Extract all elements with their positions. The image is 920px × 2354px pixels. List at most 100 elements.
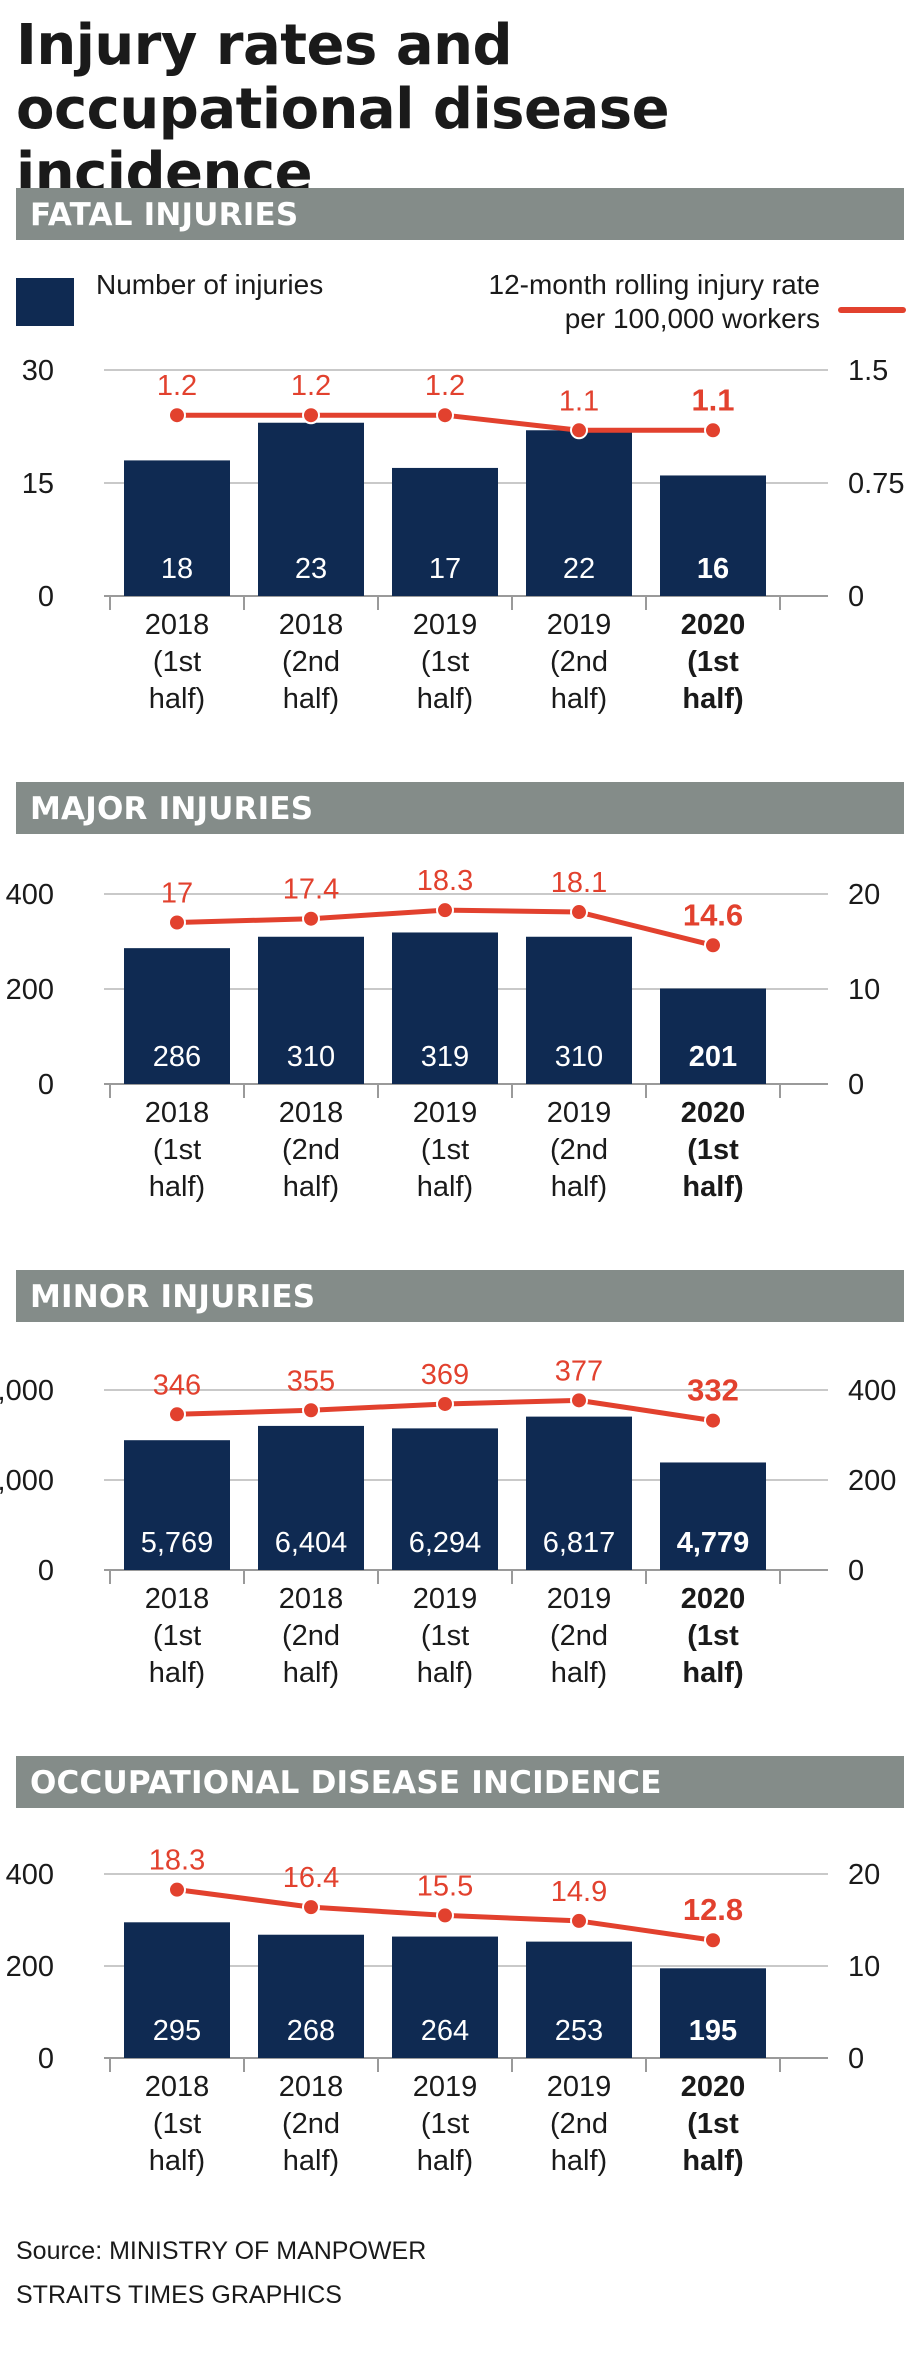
- x-tick-label: 2018: [145, 609, 210, 641]
- legend-line-label: 12-month rolling injury rate per 100,000…: [380, 268, 821, 336]
- bar: [660, 988, 766, 1084]
- y-tick-left: 15: [22, 468, 54, 500]
- y-tick-left: 200: [6, 1951, 54, 1983]
- x-tick-label: (1st: [421, 2108, 469, 2140]
- y-tick-left: 4,000: [0, 1465, 54, 1497]
- x-tick-label: (2nd: [550, 1620, 608, 1652]
- bar: [258, 1934, 364, 2058]
- rate-value-label: 16.4: [283, 1862, 339, 1894]
- x-tick-label: (1st: [153, 2108, 201, 2140]
- rate-value-label: 1.1: [559, 385, 599, 417]
- x-tick-label: half): [149, 683, 205, 715]
- x-tick-label: 2019: [547, 1097, 612, 1129]
- x-tick-label: (1st: [687, 1620, 739, 1652]
- page-title: Injury rates and occupational disease in…: [16, 13, 670, 206]
- rate-point: [302, 406, 320, 425]
- y-tick-left: 400: [6, 1859, 54, 1891]
- x-tick-label: 2019: [547, 1583, 612, 1615]
- source-line: Source: MINISTRY OF MANPOWER: [16, 2237, 427, 2265]
- rate-value-label: 369: [421, 1359, 469, 1391]
- x-tick-label: half): [149, 2145, 205, 2177]
- y-tick-right: 20: [848, 1859, 880, 1891]
- x-tick-label: (1st: [153, 1134, 201, 1166]
- legend-bar-label: Number of injuries: [96, 269, 324, 300]
- y-tick-left: 30: [22, 355, 54, 387]
- rate-point: [704, 1931, 722, 1950]
- rate-value-label: 18.3: [149, 1845, 205, 1877]
- panel-header: MINOR INJURIES: [16, 1270, 904, 1322]
- chart-1: 30 1.5 15 0.75 0 0 18 23 17 22 16 1.2 1.2 1.2 1.1 1.1 20…: [22, 355, 905, 715]
- y-tick-right: 10: [848, 1951, 880, 1983]
- x-tick-label: half): [417, 1657, 473, 1689]
- panel-title: OCCUPATIONAL DISEASE INCIDENCE: [30, 1765, 662, 1801]
- rate-value-label: 1.2: [291, 370, 331, 402]
- x-tick-label: 2018: [279, 2071, 344, 2103]
- x-tick-label: half): [283, 1171, 339, 1203]
- x-tick-label: half): [283, 2145, 339, 2177]
- x-tick-label: 2019: [413, 1583, 478, 1615]
- bar-value-label: 23: [295, 553, 327, 585]
- x-tick-label: (1st: [153, 1620, 201, 1652]
- x-tick-label: half): [551, 683, 607, 715]
- y-tick-left: 200: [6, 974, 54, 1006]
- x-tick-label: half): [149, 1171, 205, 1203]
- x-tick-label: half): [417, 1171, 473, 1203]
- panel-title: MINOR INJURIES: [30, 1279, 316, 1315]
- x-tick-label: (1st: [153, 646, 201, 678]
- bar: [392, 932, 498, 1084]
- rate-point: [302, 909, 320, 928]
- rate-point: [704, 936, 722, 955]
- legend-bar-swatch: [16, 278, 74, 326]
- bar: [258, 1425, 364, 1570]
- panel-header: MAJOR INJURIES: [16, 782, 904, 834]
- x-tick-label: 2020: [681, 1583, 746, 1615]
- bar: [124, 1922, 230, 2058]
- x-tick-label: (2nd: [282, 646, 340, 678]
- y-tick-right: 10: [848, 974, 880, 1006]
- x-tick-label: 2020: [681, 1097, 746, 1129]
- legend-line-label-line-2: per 100,000 workers: [564, 303, 820, 334]
- rate-point: [302, 1401, 320, 1420]
- x-tick-label: (1st: [421, 1134, 469, 1166]
- x-tick-label: (1st: [421, 1620, 469, 1652]
- rate-point: [436, 1394, 454, 1413]
- x-tick-label: half): [682, 2145, 743, 2177]
- x-tick-label: 2019: [413, 1097, 478, 1129]
- x-tick-label: half): [283, 683, 339, 715]
- y-tick-right: 0: [848, 1555, 864, 1587]
- bar: [124, 948, 230, 1084]
- bar: [660, 1462, 766, 1570]
- rate-point: [570, 1911, 588, 1930]
- bar: [526, 1941, 632, 2058]
- x-tick-label: half): [283, 1657, 339, 1689]
- bar: [526, 936, 632, 1084]
- x-tick-label: (1st: [687, 646, 739, 678]
- y-tick-right: 20: [848, 879, 880, 911]
- y-tick-left: 400: [6, 879, 54, 911]
- bar-value-label: 253: [555, 2015, 603, 2047]
- chart-3: 8,000 400 4,000 200 0 0 5,769 6,404 6,294 6,817 4,…: [0, 1355, 896, 1689]
- rate-point: [704, 421, 722, 440]
- bar-value-label: 17: [429, 553, 461, 585]
- bar: [526, 1416, 632, 1570]
- x-tick-label: half): [682, 1171, 743, 1203]
- rate-point: [168, 406, 186, 425]
- y-tick-right: 0: [848, 581, 864, 613]
- y-tick-right: 1.5: [848, 355, 888, 387]
- bar: [258, 422, 364, 596]
- rate-value-label: 14.6: [683, 897, 743, 932]
- x-tick-label: (2nd: [550, 2108, 608, 2140]
- bar-value-label: 268: [287, 2015, 335, 2047]
- x-tick-label: 2019: [547, 609, 612, 641]
- bar-value-label: 310: [555, 1041, 603, 1073]
- x-tick-label: 2020: [681, 609, 746, 641]
- rate-value-label: 17: [161, 878, 193, 910]
- bar-value-label: 319: [421, 1041, 469, 1073]
- x-tick-label: half): [551, 2145, 607, 2177]
- bar-value-label: 16: [697, 553, 729, 585]
- rate-point: [168, 1405, 186, 1424]
- rate-point: [168, 1880, 186, 1899]
